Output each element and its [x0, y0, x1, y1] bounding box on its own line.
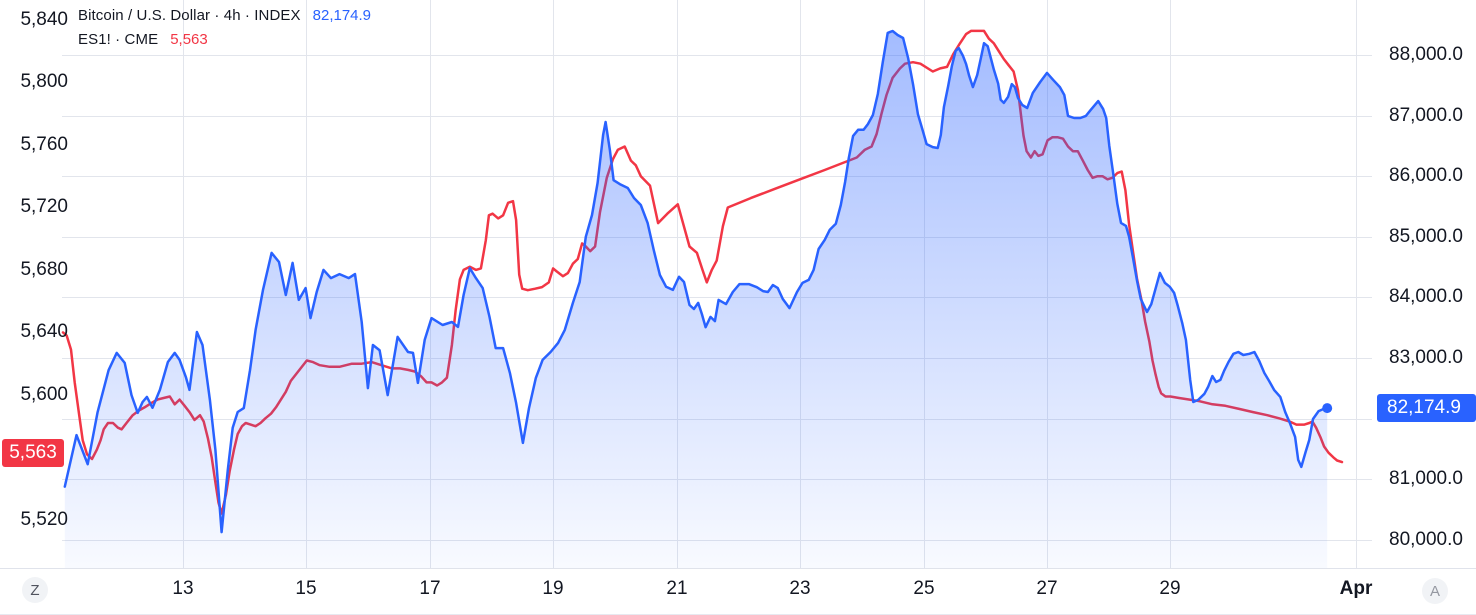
- time-axis-label: 27: [1036, 578, 1058, 599]
- right-axis-label: 85,000.0: [1389, 225, 1463, 247]
- z-hint-button[interactable]: Z: [22, 577, 48, 603]
- btc-area-fill: [64, 31, 1328, 568]
- main-symbol-last-price: 82,174.9: [312, 7, 372, 24]
- left-axis-label: 5,720: [20, 196, 68, 218]
- compare-symbol-last-price: 5,563: [170, 31, 208, 48]
- btc-last-price-badge: 82,174.9: [1377, 394, 1476, 422]
- btc-series-line[interactable]: [63, 29, 1329, 534]
- compare-symbol-title: ES1! · CME: [78, 31, 159, 48]
- time-axis-label: Apr: [1339, 578, 1373, 599]
- left-axis-label: 5,760: [20, 133, 68, 155]
- time-axis[interactable]: 13 15 17 19 21 23 25 27 29 Apr: [0, 568, 1476, 615]
- es-last-price-badge: 5,563: [2, 439, 64, 467]
- btc-last-price-badge-label: 82,174.9: [1387, 397, 1461, 418]
- right-axis-label: 80,000.0: [1389, 528, 1463, 550]
- time-axis-label: 19: [542, 578, 564, 599]
- right-axis-label: 88,000.0: [1389, 43, 1463, 65]
- main-symbol-title: Bitcoin / U.S. Dollar · 4h · INDEX: [78, 7, 301, 24]
- es-last-price-badge-label: 5,563: [9, 442, 57, 463]
- time-axis-label: 25: [913, 578, 935, 599]
- legend-main-symbol[interactable]: Bitcoin / U.S. Dollar · 4h · INDEX 82,17…: [78, 7, 371, 31]
- left-axis-label: 5,600: [20, 383, 68, 405]
- a-hint-button[interactable]: A: [1422, 578, 1448, 604]
- left-axis-label: 5,680: [20, 258, 68, 280]
- time-axis-label: 17: [419, 578, 441, 599]
- a-hint-label: A: [1429, 582, 1440, 600]
- z-hint-label: Z: [30, 581, 40, 599]
- right-axis-label: 83,000.0: [1389, 347, 1463, 369]
- right-price-axis[interactable]: 88,000.0 87,000.0 86,000.0 85,000.0 84,000.0…: [1376, 0, 1476, 568]
- time-axis-label: 23: [789, 578, 811, 599]
- right-axis-label: 84,000.0: [1389, 286, 1463, 308]
- left-axis-label: 5,800: [20, 71, 68, 93]
- right-axis-label: 81,000.0: [1389, 468, 1463, 490]
- left-axis-label: 5,520: [20, 508, 68, 530]
- time-axis-label: 29: [1159, 578, 1181, 599]
- left-axis-label: 5,840: [20, 8, 68, 30]
- time-axis-label: 15: [295, 578, 317, 599]
- left-price-axis[interactable]: 5,840 5,800 5,760 5,720 5,680 5,640 5,600 5,520: [0, 0, 70, 568]
- btc-last-point-marker: [1322, 403, 1333, 414]
- right-axis-label: 86,000.0: [1389, 165, 1463, 187]
- right-axis-label: 87,000.0: [1389, 104, 1463, 126]
- time-axis-label: 21: [666, 578, 688, 599]
- left-axis-label: 5,640: [20, 321, 68, 343]
- legend-compare-symbol[interactable]: ES1! · CME 5,563: [78, 31, 371, 55]
- time-axis-label: 13: [172, 578, 194, 599]
- chart-legend: Bitcoin / U.S. Dollar · 4h · INDEX 82,17…: [78, 7, 371, 55]
